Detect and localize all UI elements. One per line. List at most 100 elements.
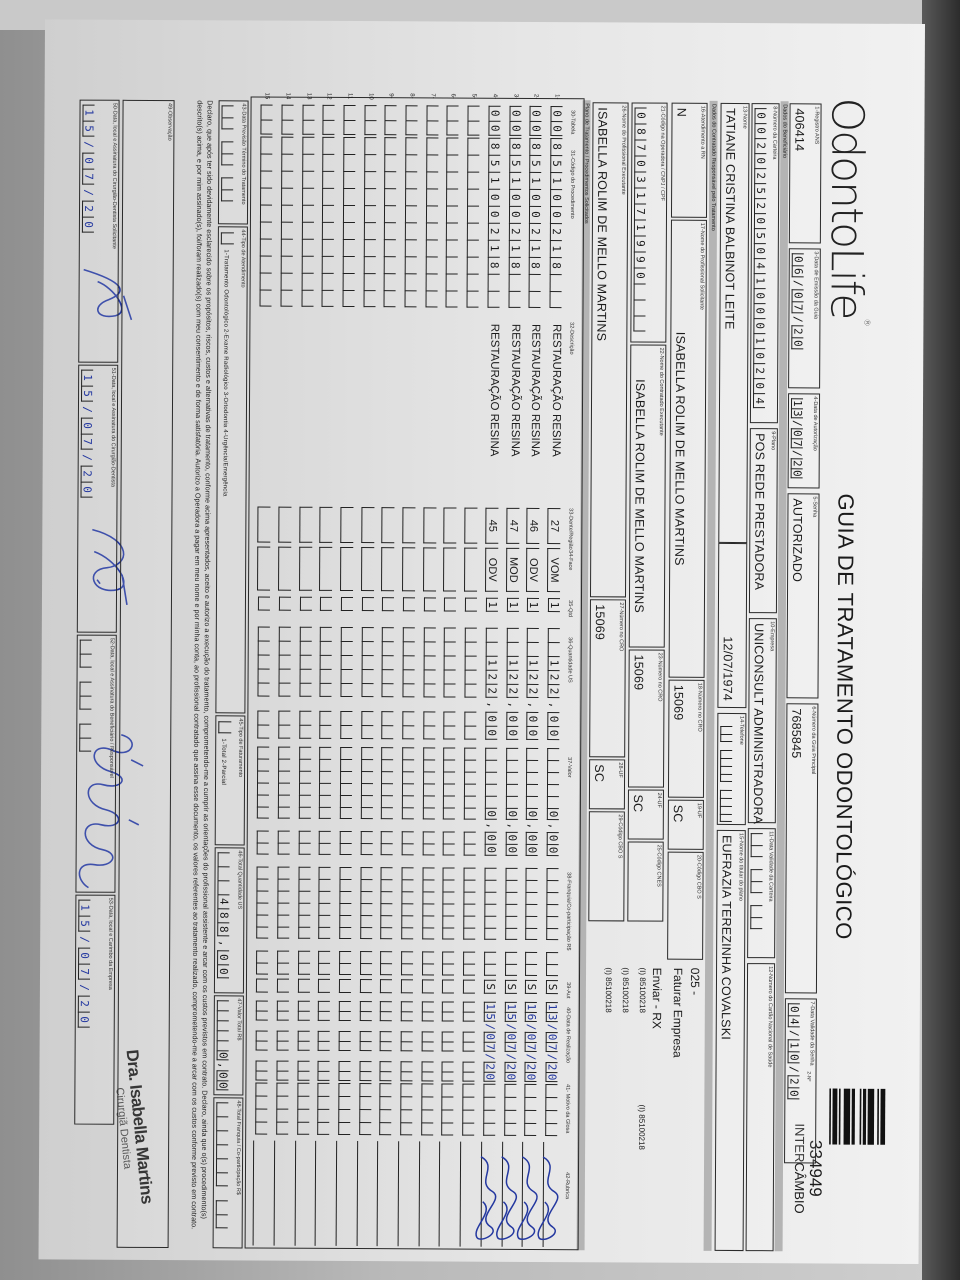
box-cell xyxy=(258,596,271,611)
box-cell xyxy=(318,926,331,939)
box-cell xyxy=(750,917,763,930)
box-cell xyxy=(302,119,315,135)
field-f3: 3-Data de Emissão da Guia 06/07/20 xyxy=(788,248,821,389)
cell-codigo xyxy=(321,136,335,307)
field-value: 1-Tratamento Odontológico 2-Exame Radiol… xyxy=(221,249,229,497)
box-cell xyxy=(529,154,542,172)
box-cell xyxy=(276,1000,289,1011)
box-cell xyxy=(505,771,518,784)
box-cell xyxy=(633,267,646,284)
box-cell xyxy=(339,878,352,892)
box-cell xyxy=(338,1108,351,1123)
box-cell xyxy=(446,120,459,136)
cell-us xyxy=(298,626,312,739)
field-label: 8-Número da Carteira xyxy=(771,106,778,160)
box-cell xyxy=(790,408,803,419)
row-number: 2- xyxy=(532,93,539,100)
box-cell xyxy=(401,831,414,844)
box-cell xyxy=(504,963,517,976)
box-cell xyxy=(446,205,459,223)
box-cell xyxy=(421,1071,434,1082)
box-cell xyxy=(442,951,455,964)
box-comb xyxy=(298,746,311,855)
box-cell xyxy=(504,891,518,904)
box-cell xyxy=(754,168,767,184)
box-cell xyxy=(79,681,92,696)
field-value xyxy=(719,718,733,822)
box-cell xyxy=(297,1070,310,1081)
box-cell xyxy=(301,187,314,205)
box-cell xyxy=(79,653,92,668)
field-f52: 52-Data, local e Assinatura do Beneficiá… xyxy=(75,634,117,893)
field-value: SC xyxy=(630,794,645,813)
box-cell xyxy=(527,597,540,612)
box-cell xyxy=(791,301,804,314)
box-cell xyxy=(754,138,767,154)
box-cell xyxy=(524,1109,537,1123)
box-comb xyxy=(504,1001,517,1082)
box-cell xyxy=(787,1003,800,1016)
field-value: EUFRAZIA TEREZINHA COVALSKI xyxy=(718,834,734,1041)
row-number: 3- xyxy=(512,93,519,100)
field-label: 1-Registro ANS xyxy=(813,106,820,145)
field-label: 18-Número no CRO xyxy=(696,682,703,732)
box-cell xyxy=(380,1031,393,1042)
box-comb xyxy=(485,597,498,612)
box-comb xyxy=(383,137,397,308)
box-cell xyxy=(276,1082,289,1096)
box-comb xyxy=(546,868,559,977)
cell-qtd xyxy=(403,597,416,612)
box-cell xyxy=(280,272,293,290)
box-cell xyxy=(442,1061,455,1072)
cell-dente xyxy=(257,506,271,543)
box-cell xyxy=(443,831,456,844)
box-separator-slot xyxy=(277,1021,289,1031)
box-cell xyxy=(467,105,480,121)
box-cell xyxy=(278,596,291,611)
box-cell xyxy=(506,641,519,656)
box-cell xyxy=(381,683,394,698)
box-comb xyxy=(509,105,522,136)
box-comb xyxy=(488,105,501,136)
box-cell xyxy=(545,1123,558,1137)
box-cell xyxy=(82,152,95,169)
box-cell xyxy=(359,1041,372,1052)
field-value: 0,00 xyxy=(216,1000,230,1092)
box-comb xyxy=(221,105,234,202)
box-cell xyxy=(484,783,497,796)
box-cell xyxy=(505,783,518,796)
box-cell xyxy=(483,1061,496,1072)
box-cell xyxy=(463,903,476,916)
cell-aut xyxy=(338,978,351,994)
box-separator-slot xyxy=(319,819,331,831)
box-cell xyxy=(425,188,438,206)
box-cell xyxy=(425,290,438,308)
box-cell xyxy=(443,771,456,784)
box-cell xyxy=(340,770,353,784)
box-separator-slot xyxy=(297,1021,309,1031)
box-comb xyxy=(319,626,333,739)
box-cell xyxy=(441,1083,454,1097)
box-cell xyxy=(421,979,434,994)
box-cell xyxy=(753,318,766,334)
cell-aut xyxy=(276,978,289,993)
box-cell xyxy=(402,641,415,656)
box-separator-slot xyxy=(278,697,290,711)
box-cell xyxy=(339,782,353,796)
column-header-face: 34-Face xyxy=(567,550,574,571)
box-cell xyxy=(750,833,763,846)
box-comb xyxy=(359,1001,372,1082)
box-cell xyxy=(442,979,455,994)
cell-motivo xyxy=(317,1082,330,1135)
box-cell xyxy=(443,759,456,772)
box-separator-slot xyxy=(463,1052,475,1062)
field-f4: 4-Data de Autorização 13/07/20 xyxy=(787,393,821,489)
logo-text: OdontoLife xyxy=(820,97,873,319)
box-cell xyxy=(81,200,95,217)
box-cell xyxy=(380,1011,393,1022)
box-comb xyxy=(463,979,476,994)
box-cell xyxy=(754,123,767,139)
box-cell xyxy=(359,1031,372,1042)
box-comb xyxy=(380,979,393,994)
box-cell xyxy=(547,656,560,671)
